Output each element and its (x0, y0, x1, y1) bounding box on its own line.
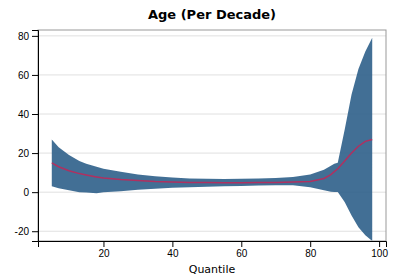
tick-mark (32, 114, 38, 115)
tick: 0 (23, 187, 38, 198)
tick-mark (103, 241, 104, 247)
tick-label: 20 (18, 148, 30, 159)
marks (52, 38, 372, 241)
tick-label: 60 (236, 248, 248, 259)
plot: 20 40 60 80 100 -20 0 20 40 60 80 (15, 30, 389, 259)
x-axis-label: Quantile (189, 263, 236, 276)
tick-label: 100 (371, 248, 388, 259)
tick-label: 40 (167, 248, 179, 259)
band (52, 38, 372, 241)
tick: 80 (18, 31, 38, 42)
tick-mark (379, 241, 380, 247)
tick-mark (32, 192, 38, 193)
y-axis: -20 0 20 40 60 80 (15, 31, 39, 242)
tick-label: 0 (23, 187, 29, 198)
tick: 20 (18, 148, 38, 159)
tick-label: 80 (18, 31, 30, 42)
tick-label: 60 (18, 70, 30, 81)
tick-label: 40 (18, 109, 30, 120)
tick-mark (32, 75, 38, 76)
tick: -20 (15, 226, 38, 237)
grid-line (38, 114, 386, 115)
tick-mark (32, 153, 38, 154)
plot-frame (38, 30, 386, 241)
axis-domain (39, 242, 387, 248)
tick: 80 (305, 241, 317, 259)
grid-line (38, 35, 386, 36)
axis-domain (32, 31, 39, 242)
tick-mark (172, 241, 173, 247)
tick: 20 (98, 241, 110, 259)
grid-line (38, 74, 386, 75)
tick-label: -20 (15, 226, 30, 237)
grid-line (38, 231, 386, 232)
tick: 40 (167, 241, 179, 259)
tick-mark (310, 241, 311, 247)
line (52, 139, 372, 182)
tick: 60 (236, 241, 248, 259)
grid (38, 36, 386, 231)
tick: 40 (18, 109, 38, 120)
tick-mark (32, 231, 38, 232)
x-axis: 20 40 60 80 100 (39, 241, 389, 259)
tick: 100 (371, 241, 388, 259)
tick-label: 80 (305, 248, 317, 259)
chart: 20 40 60 80 100 -20 0 20 40 60 80 Age (Per Decade) Q… (0, 0, 400, 279)
tick: 60 (18, 70, 38, 81)
grid-line (38, 153, 386, 154)
tick-mark (32, 36, 38, 37)
tick-label: 20 (98, 248, 110, 259)
tick-mark (241, 241, 242, 247)
title: Age (Per Decade) (148, 7, 276, 22)
